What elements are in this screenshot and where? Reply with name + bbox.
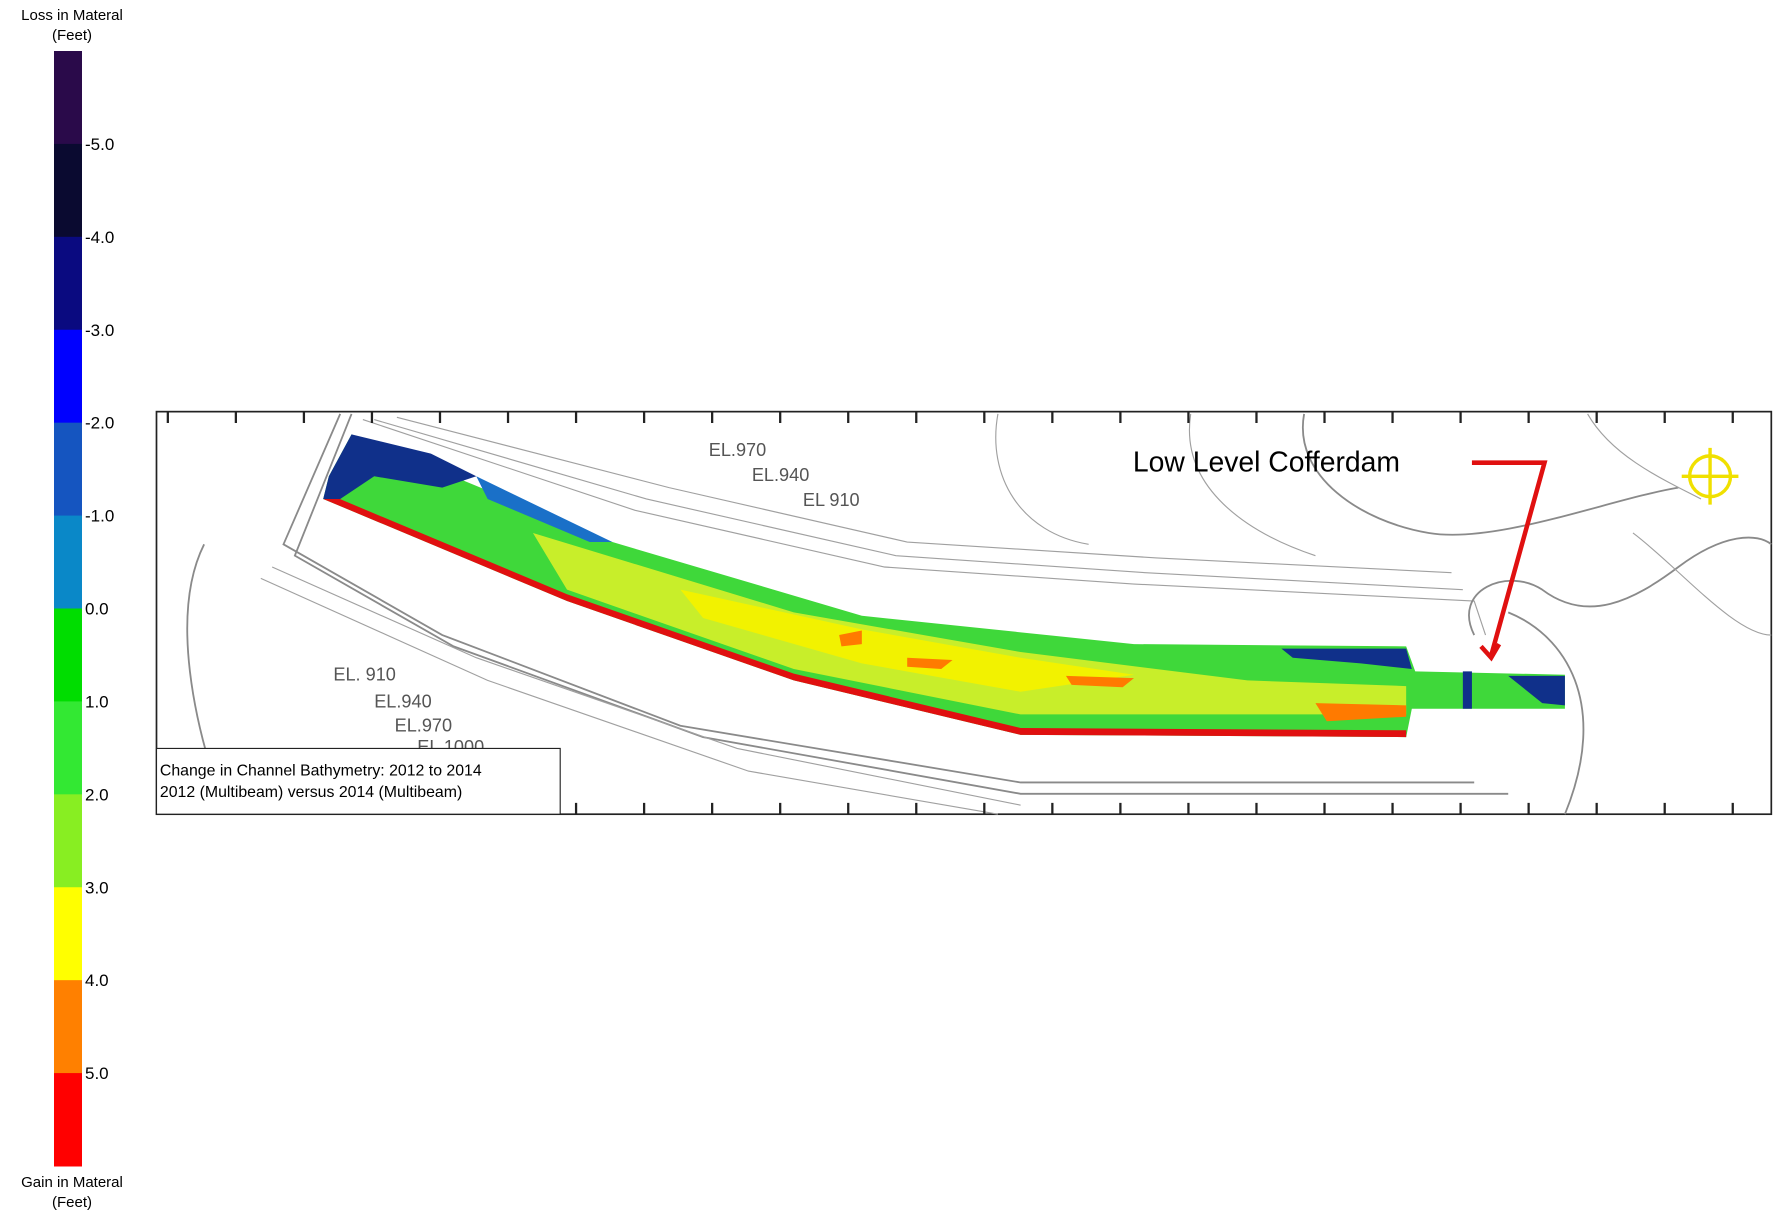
arrow-head [1479, 642, 1502, 662]
legend-title: Loss in Materal [21, 7, 123, 24]
colorbar-band [54, 608, 82, 702]
survey-ticks [166, 411, 1734, 815]
colorbar-band [54, 515, 82, 609]
contour-label: EL. 910 [333, 664, 395, 684]
caption-line: Change in Channel Bathymetry: 2012 to 20… [160, 763, 482, 780]
contour-label: EL.940 [374, 692, 431, 712]
annotation: Low Level Cofferdam [1133, 447, 1400, 479]
legend-title: (Feet) [52, 1194, 92, 1211]
contour-label: EL.970 [395, 715, 452, 735]
colorbar-band [54, 422, 82, 517]
colorbar-band [54, 329, 82, 424]
annotation-arrow [1471, 460, 1548, 657]
colorbar-label: 3.0 [85, 878, 109, 897]
colorbar-label: -2.0 [85, 414, 114, 433]
contours [186, 413, 1772, 815]
channel-surface [323, 434, 1565, 738]
colorbar-band [54, 794, 82, 888]
colorbar-band [54, 887, 82, 981]
colorbar-label: -4.0 [85, 228, 114, 247]
contour-label: EL 910 [803, 490, 860, 510]
colorbar-band [54, 143, 82, 238]
colorbar-label: 2.0 [85, 785, 109, 804]
colorbar-label: -1.0 [85, 507, 114, 526]
colorbar-label: 1.0 [85, 692, 109, 711]
upper-labels: EL.970 EL.940 EL 910 [709, 440, 860, 510]
colorbar-band [54, 701, 82, 795]
colorbar-band [54, 51, 82, 145]
colorbar-label: 5.0 [85, 1064, 109, 1083]
legend-title: Gain in Materal [21, 1174, 123, 1191]
colorbar-label: 0.0 [85, 600, 109, 619]
colorbar-band [54, 236, 82, 331]
legend-title: (Feet) [52, 27, 92, 44]
colorbar-label: 4.0 [85, 971, 109, 990]
colorbar-label: -5.0 [85, 135, 114, 154]
contour-label: EL.940 [752, 465, 809, 485]
colorbar-label: -3.0 [85, 321, 114, 340]
contour-label: EL.970 [709, 440, 766, 460]
colorbar: -5.0 -4.0 -3.0 -2.0 -1.0 0.0 1.0 2.0 3.0 4.0 5.0 Lo… [21, 7, 123, 1211]
caption-box [155, 747, 561, 815]
caption-line: 2012 (Multibeam) versus 2014 (Multibeam) [160, 784, 462, 801]
north-arrow [1681, 447, 1739, 505]
colorbar-band [54, 1073, 82, 1167]
map: Low Level Cofferdam EL.970 EL.940 EL 910… [155, 410, 1773, 816]
colorbar-band [54, 980, 82, 1074]
